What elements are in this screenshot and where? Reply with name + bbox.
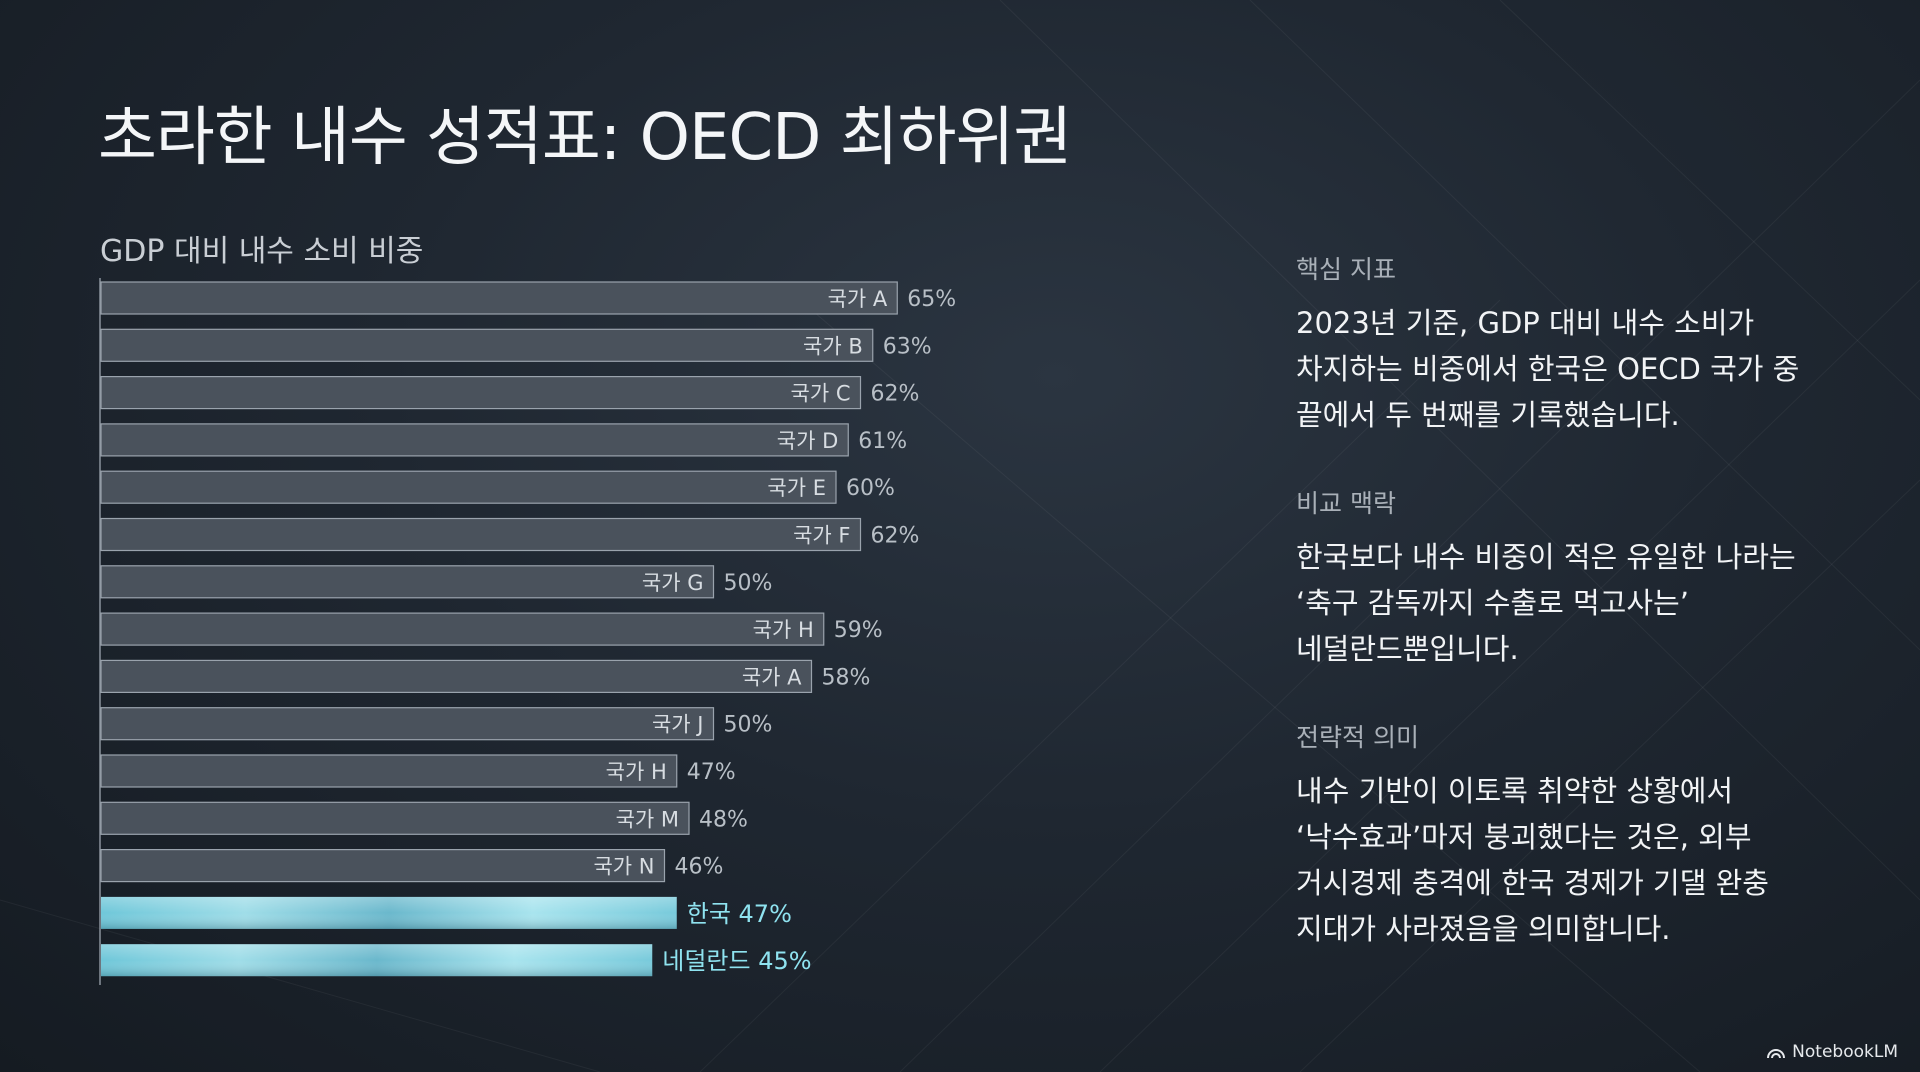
bar-category-label: 국가 G [642,571,704,595]
bar-row-highlighted: 한국 47% [101,896,792,929]
bar-category-label: 국가 D [777,429,839,453]
bar [100,565,715,599]
bar-value-label: 61% [858,429,907,454]
insight-section-key-metric: 핵심 지표 2023년 기준, GDP 대비 내수 소비가 차지하는 비중에서 … [1296,250,1896,438]
bar [100,707,715,741]
bar-category-label: 국가 B [803,334,863,358]
bar-category-label: 국가 H [753,618,814,642]
bar-value-label: 62% [871,382,920,407]
bar-row: 국가 A 65% [100,281,956,315]
bar-category-label: 국가 A [742,665,802,689]
bar-label-highlighted: 한국 47% [687,900,792,928]
bar-row: 국가 J 50% [100,707,773,741]
bar-category-label: 국가 M [616,807,679,831]
bar-chart: 국가 A 65% 국가 B 63% 국가 C 62% 국가 D 61% 국가 E 60% 국가 F 6… [99,278,956,985]
bar-category-label: 국가 H [606,760,667,784]
insight-section-strategic: 전략적 의미 내수 기반이 이토록 취약한 상황에서 ‘낙수효과’마저 붕괴했다… [1296,718,1896,952]
bar [100,281,898,315]
bar-value-label: 58% [822,665,871,690]
bar-row: 국가 B 63% [100,328,932,362]
bar-value-label: 60% [846,476,895,501]
bar-value-label: 46% [675,855,724,880]
insight-label: 전략적 의미 [1296,723,1419,752]
bar-category-label: 국가 C [791,382,851,406]
bar [100,754,678,788]
bar-row: 국가 C 62% [100,376,920,410]
insight-text: 2023년 기준, GDP 대비 내수 소비가 차지하는 비중에서 한국은 OE… [1296,306,1800,432]
bar [100,470,837,504]
bar-value-label: 59% [834,618,883,643]
bar-row-highlighted: 네덜란드 45% [101,944,812,977]
insight-panel: 핵심 지표 2023년 기준, GDP 대비 내수 소비가 차지하는 비중에서 … [1296,250,1896,998]
bar-row: 국가 E 60% [100,470,895,504]
page-title: 초라한 내수 성적표: OECD 최하위권 [98,101,1072,175]
insight-label: 비교 맥락 [1296,489,1396,518]
bar-value-label: 50% [724,713,773,738]
insight-label: 핵심 지표 [1296,255,1396,284]
bar-value-label: 48% [699,807,748,832]
bar [100,517,862,552]
bar-row: 국가 H 59% [100,612,883,646]
bar [100,848,666,883]
chart-title: GDP 대비 내수 소비 비중 [100,234,424,269]
bar-row: 국가 N 46% [100,848,724,883]
bar [100,659,813,694]
bar [100,423,849,457]
bar-value-label: 62% [871,524,920,549]
bar-value-label: 65% [907,287,956,312]
insight-text: 한국보다 내수 비중이 적은 유일한 나라는 ‘축구 감독까지 수출로 먹고사는… [1296,540,1796,666]
bar-value-label: 50% [724,571,773,596]
bar-category-label: 국가 A [828,287,888,311]
bar-value-label: 47% [687,760,736,785]
insight-text: 내수 기반이 이토록 취약한 상황에서 ‘낙수효과’마저 붕괴했다는 것은, 외… [1296,774,1769,946]
bar-row: 국가 F 62% [100,517,920,552]
bar-row: 국가 M 48% [100,801,748,835]
bar-value-label: 63% [883,334,932,359]
bar-row: 국가 A 58% [100,659,871,694]
bar-highlight-texture [101,896,677,929]
bar-highlight-texture [101,944,653,977]
brand-logo: NotebookLM [1766,1042,1898,1062]
notebooklm-icon [1767,1049,1786,1059]
bar-row: 국가 H 47% [100,754,736,788]
bar [100,328,874,362]
bar-row: 국가 G 50% [100,565,773,599]
bar-row: 국가 D 61% [100,423,907,457]
bar [100,376,862,410]
bar-category-label: 국가 J [652,713,704,737]
bar-category-label: 국가 E [767,476,826,500]
bar-category-label: 국가 F [793,524,850,548]
bar-label-highlighted: 네덜란드 45% [662,947,811,975]
bar [100,612,825,646]
brand-name: NotebookLM [1792,1042,1898,1062]
insight-section-comparison: 비교 맥락 한국보다 내수 비중이 적은 유일한 나라는 ‘축구 감독까지 수출… [1296,484,1896,672]
bar [100,801,690,835]
bar-category-label: 국가 N [593,855,654,879]
